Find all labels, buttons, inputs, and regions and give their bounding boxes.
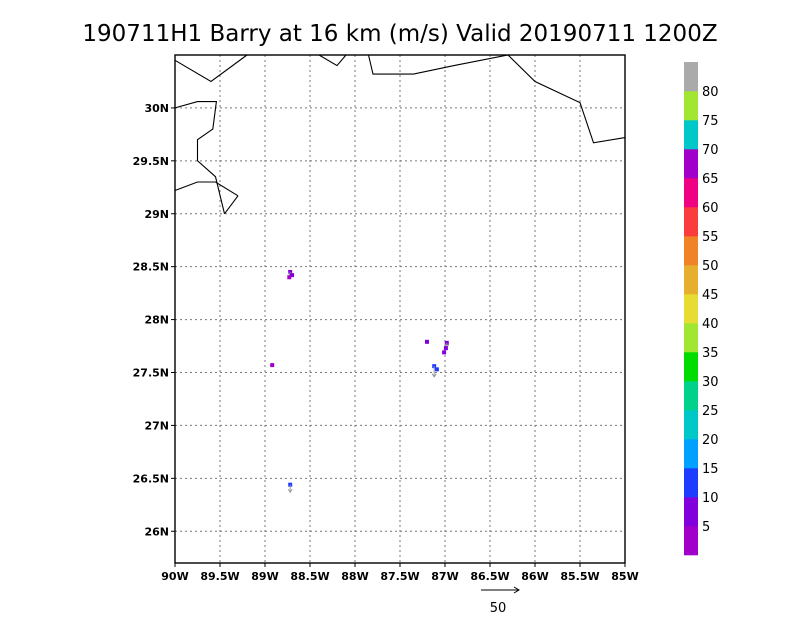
reference-vector: 50 [481,586,520,616]
wind-cell [270,363,275,368]
colorbar-label: 15 [702,462,719,477]
gridlines [175,55,625,563]
coastline [367,54,626,144]
x-tick-label: 88W [341,570,368,583]
colorbar-label: 25 [702,404,719,419]
reference-vector-label: 50 [490,601,507,616]
colorbar-swatch [684,265,698,295]
x-tick-label: 87W [431,570,458,583]
reference-vector-arrowhead [513,586,520,594]
colorbar-label: 35 [702,346,719,361]
y-tick-label: 28N [144,314,169,327]
colorbar-label: 65 [702,172,719,187]
wind-vector-head [431,373,437,378]
colorbar-swatch [684,294,698,324]
colorbar-label: 80 [702,85,719,100]
colorbar-swatch [684,178,698,208]
colorbar-swatch [684,120,698,150]
colorbar-label: 75 [702,114,719,129]
colorbar-swatch [684,91,698,121]
colorbar-swatch [684,149,698,179]
colorbar-label: 45 [702,288,719,303]
chart-title: 190711H1 Barry at 16 km (m/s) Valid 2019… [82,21,717,47]
colorbar-label: 40 [702,317,719,332]
x-tick-label: 85.5W [560,570,599,583]
colorbar-label: 70 [702,143,719,158]
colorbar-swatch [684,207,698,237]
colorbar-swatch [684,352,698,382]
colorbar-label: 5 [702,520,710,535]
y-axis-ticks: 30N 29.5N 29N 28.5N 28N 27.5N 27N 26.5N 26N [133,102,175,538]
y-tick-label: 30N [144,102,169,115]
coastline [318,54,347,67]
x-tick-label: 86.5W [470,570,509,583]
colorbar-label: 50 [702,259,719,274]
colorbar-swatch [684,468,698,498]
x-axis-ticks: 90W 89.5W 89W 88.5W 88W 87.5W 87W 86.5W 86W 85.5W… [161,563,639,583]
colorbar-swatch [684,410,698,440]
colorbar-swatch [684,381,698,411]
colorbar-label: 10 [702,491,719,506]
x-tick-label: 88.5W [290,570,329,583]
coastline [174,54,248,83]
colorbar-label: 60 [702,201,719,216]
y-tick-label: 26N [144,525,169,538]
wind-vector-head [287,489,293,494]
coastline [174,101,226,214]
y-tick-label: 27.5N [133,367,169,380]
wind-observations [270,269,450,494]
colorbar-swatch [684,497,698,527]
wind-cell [443,346,448,351]
x-tick-label: 89W [251,570,278,583]
wind-cell [287,275,292,280]
colorbar: 5 10 15 20 25 30 35 40 45 50 55 60 65 70 75 80 [684,62,719,556]
coastline [174,181,239,197]
colorbar-label: 20 [702,433,719,448]
colorbar-swatch [684,323,698,353]
x-tick-label: 87.5W [380,570,419,583]
colorbar-swatch [684,62,698,92]
x-tick-label: 89.5W [200,570,239,583]
wind-cell [290,273,294,278]
y-tick-label: 28.5N [133,261,169,274]
wind-cell [425,339,429,344]
colorbar-label: 30 [702,375,719,390]
coastline [224,195,239,215]
wind-cell [434,367,439,372]
colorbar-label: 55 [702,230,719,245]
colorbar-swatch [684,439,698,469]
colorbar-swatch [684,236,698,266]
y-tick-label: 27N [144,419,169,432]
y-tick-label: 29.5N [133,155,169,168]
x-tick-label: 90W [161,570,188,583]
wind-cell [442,350,447,355]
y-tick-label: 29N [144,208,169,221]
x-tick-label: 85W [611,570,638,583]
colorbar-swatch [684,526,698,556]
x-tick-label: 86W [521,570,548,583]
coastlines [174,54,626,215]
y-tick-label: 26.5N [133,472,169,485]
